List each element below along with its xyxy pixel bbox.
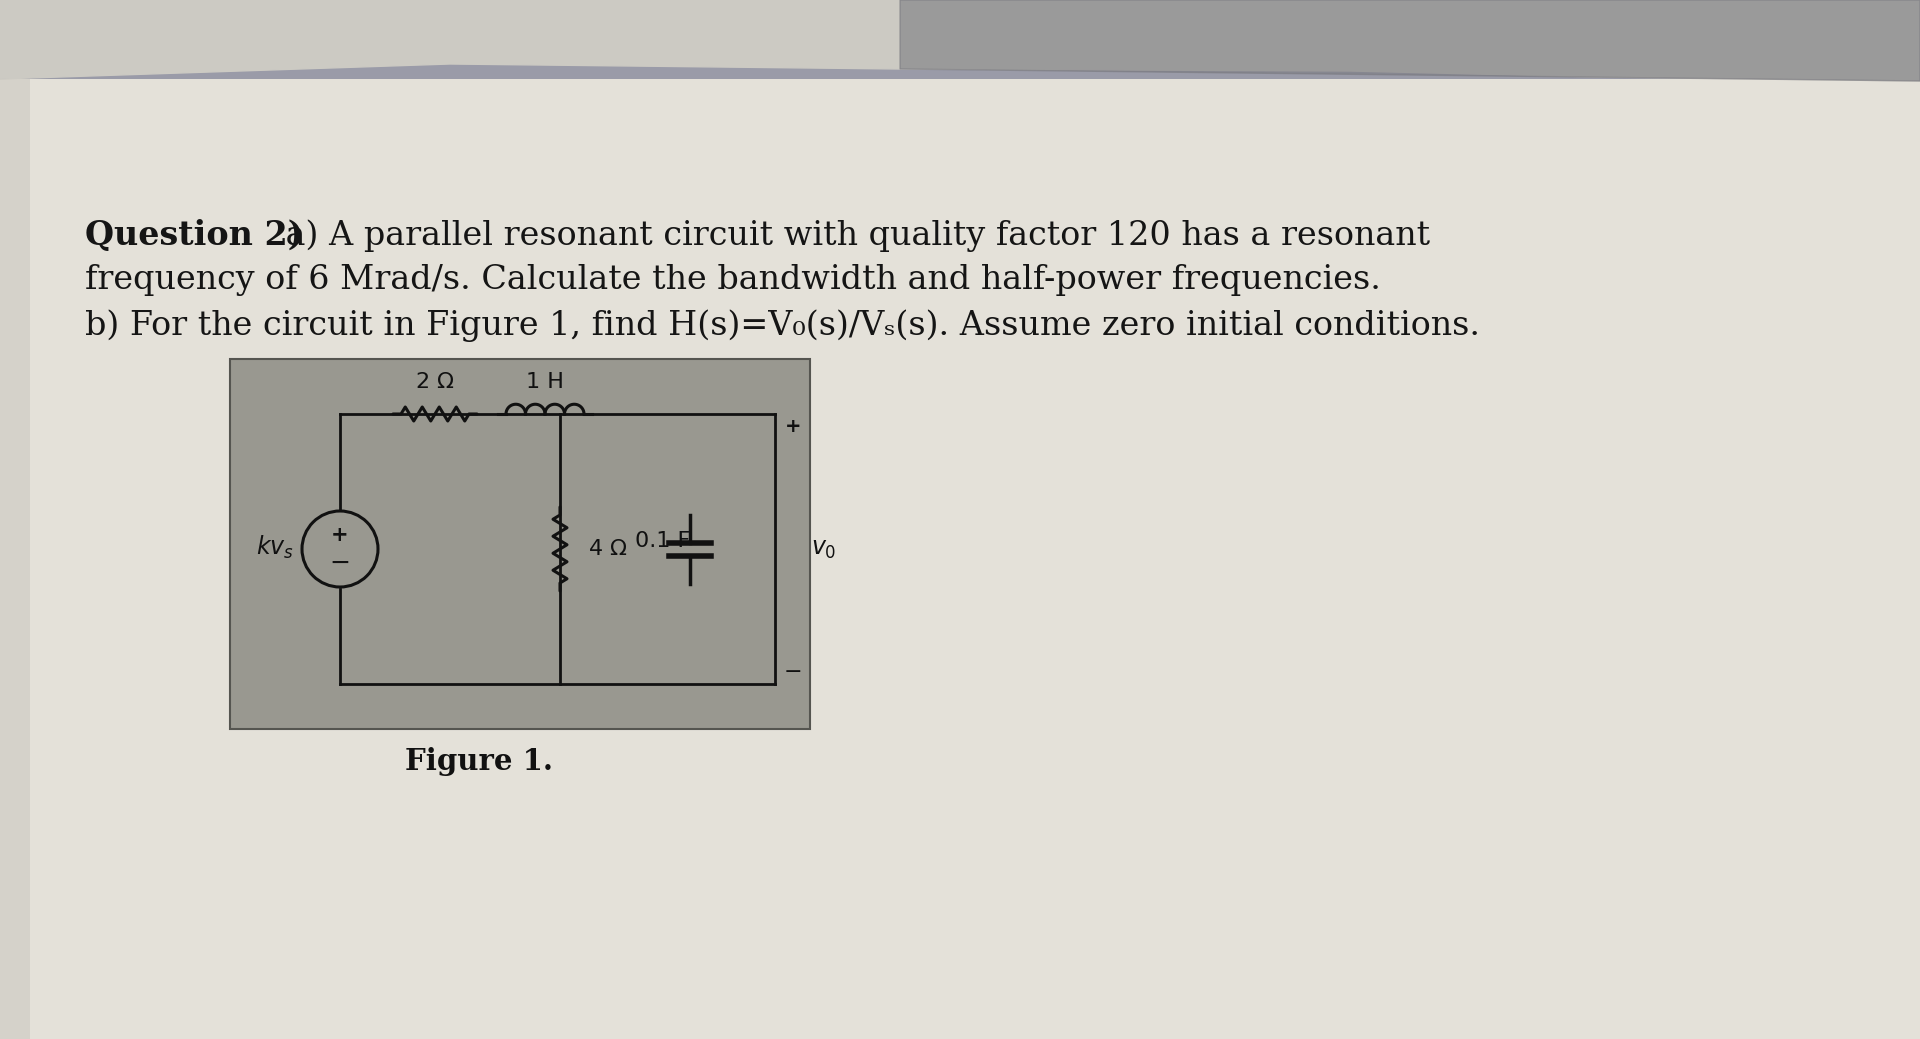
Text: a) A parallel resonant circuit with quality factor 120 has a resonant: a) A parallel resonant circuit with qual… <box>275 219 1430 251</box>
Text: b) For the circuit in Figure 1, find H(s)=V₀(s)/Vₛ(s). Assume zero initial condi: b) For the circuit in Figure 1, find H(s… <box>84 309 1480 342</box>
Text: 2 $\Omega$: 2 $\Omega$ <box>415 372 455 392</box>
Polygon shape <box>0 0 1920 81</box>
Text: 1 H: 1 H <box>526 372 564 392</box>
Text: Question 2): Question 2) <box>84 219 303 252</box>
Text: $kv_s$: $kv_s$ <box>255 533 294 561</box>
Bar <box>230 359 810 729</box>
Text: Figure 1.: Figure 1. <box>405 747 553 776</box>
Bar <box>0 79 31 1039</box>
Text: 0.1 F: 0.1 F <box>636 531 691 551</box>
Text: frequency of 6 Mrad/s. Calculate the bandwidth and half-power frequencies.: frequency of 6 Mrad/s. Calculate the ban… <box>84 264 1380 296</box>
Text: −: − <box>783 662 803 682</box>
Text: 4 $\Omega$: 4 $\Omega$ <box>588 539 628 559</box>
Bar <box>0 0 1920 79</box>
Polygon shape <box>900 0 1920 81</box>
Text: +: + <box>785 417 801 435</box>
Text: −: − <box>330 551 351 575</box>
Text: +: + <box>330 525 349 545</box>
Text: $v_0$: $v_0$ <box>810 537 837 561</box>
